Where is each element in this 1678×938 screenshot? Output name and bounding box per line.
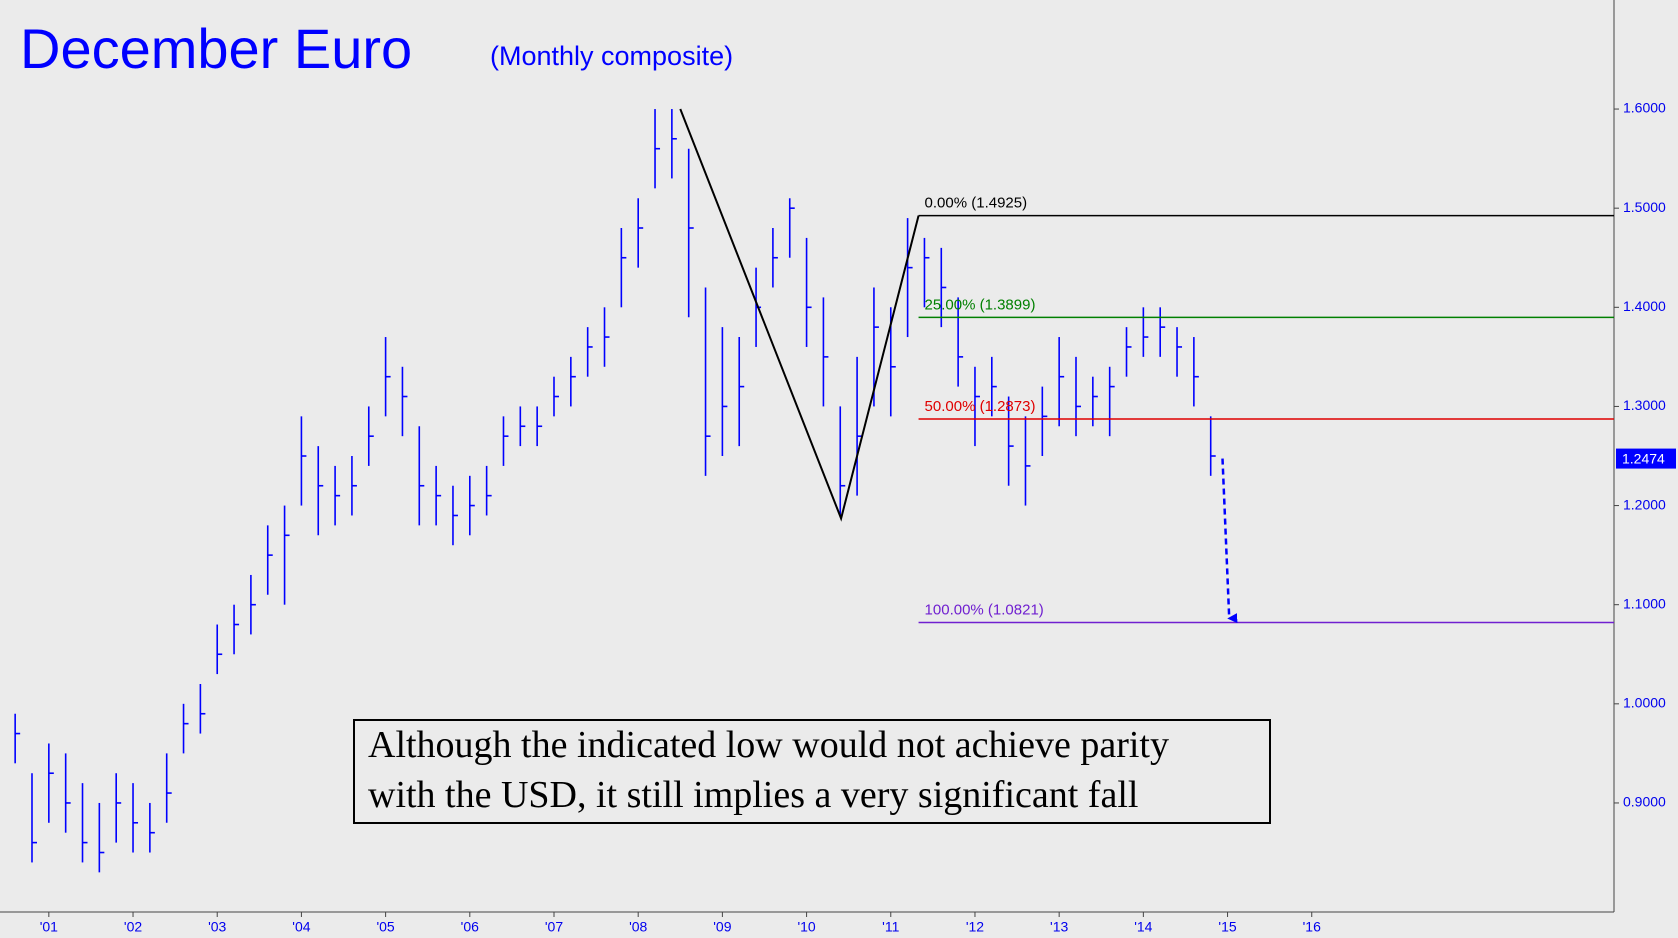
x-tick-label: '07: [545, 919, 563, 935]
last-price-box: [1616, 448, 1676, 469]
x-tick-label: '10: [797, 919, 815, 935]
fib-label: 50.00% (1.2873): [925, 398, 1036, 415]
y-tick-label: 1.2000: [1623, 496, 1666, 512]
pattern-line: [679, 108, 920, 522]
x-tick-label: '09: [713, 919, 731, 935]
y-tick-label: 1.4000: [1623, 298, 1666, 314]
y-tick-label: 1.0000: [1623, 695, 1666, 711]
x-tick-label: '11: [882, 919, 899, 935]
y-tick-label: 1.3000: [1623, 397, 1666, 413]
x-tick-label: '12: [966, 919, 984, 935]
x-tick-label: '05: [376, 919, 394, 935]
annotation-text: with the USD, it still implies a very si…: [368, 774, 1138, 816]
chart-subtitle: (Monthly composite): [490, 41, 733, 71]
x-tick-label: '03: [208, 919, 226, 935]
x-tick-label: '08: [629, 919, 647, 935]
annotation-text: Although the indicated low would not ach…: [368, 724, 1169, 766]
annotation-box: [353, 719, 1271, 824]
x-tick-label: '14: [1134, 919, 1152, 935]
y-tick-label: 1.5000: [1623, 199, 1666, 215]
fib-label: 25.00% (1.3899): [925, 296, 1036, 313]
x-tick-label: '01: [40, 919, 58, 935]
x-tick-label: '04: [292, 919, 310, 935]
projection-arrow: [1221, 458, 1238, 624]
last-price-label: 1.2474: [1622, 450, 1665, 466]
fib-label: 0.00% (1.4925): [925, 195, 1028, 212]
x-tick-label: '16: [1303, 919, 1321, 935]
x-tick-label: '06: [461, 919, 479, 935]
chart-title: December Euro: [20, 17, 412, 80]
x-tick-label: '02: [124, 919, 142, 935]
x-tick-label: '13: [1050, 919, 1068, 935]
y-tick-label: 1.1000: [1623, 595, 1666, 611]
y-tick-label: 0.9000: [1623, 794, 1666, 810]
y-tick-label: 1.6000: [1623, 100, 1666, 116]
fib-label: 100.00% (1.0821): [925, 601, 1044, 618]
x-tick-label: '15: [1218, 919, 1236, 935]
